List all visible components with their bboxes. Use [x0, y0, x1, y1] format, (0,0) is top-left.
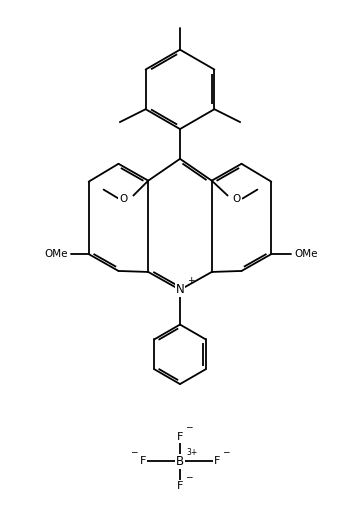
Text: +: +	[187, 276, 195, 285]
Text: B: B	[176, 455, 184, 468]
Text: OMe: OMe	[44, 249, 68, 259]
Text: N: N	[176, 284, 184, 296]
Text: −: −	[222, 448, 229, 457]
Text: −: −	[130, 448, 137, 457]
Text: OMe: OMe	[294, 249, 318, 259]
Text: F: F	[177, 481, 183, 491]
Text: F: F	[140, 457, 147, 466]
Text: 3+: 3+	[186, 448, 197, 457]
Text: O: O	[232, 193, 241, 203]
Text: F: F	[214, 457, 220, 466]
Text: F: F	[177, 432, 183, 442]
Text: −: −	[185, 423, 192, 432]
Text: O: O	[119, 193, 127, 203]
Text: −: −	[185, 473, 192, 481]
